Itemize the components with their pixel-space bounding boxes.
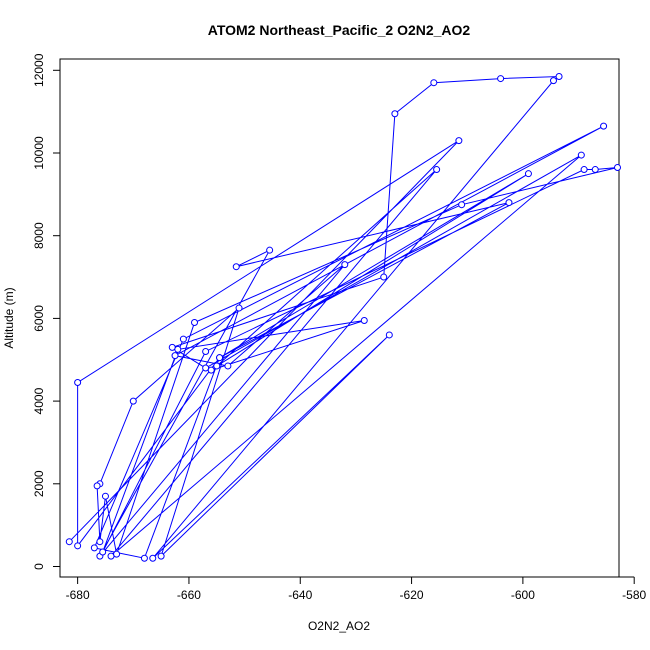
y-tick-label: 0 (32, 563, 46, 570)
data-point (191, 319, 199, 327)
data-point (232, 263, 240, 271)
y-tick-label: 8000 (32, 222, 46, 249)
data-point (380, 273, 388, 281)
x-tick-label: -660 (177, 588, 201, 602)
data-point (216, 354, 224, 362)
data-point (614, 163, 621, 171)
x-tick-label: -620 (400, 588, 424, 602)
data-point (505, 199, 513, 207)
data-point (549, 77, 557, 85)
data-point (93, 482, 101, 490)
data-point (99, 548, 107, 556)
data-point (591, 166, 599, 174)
y-tick-label: 12000 (32, 53, 46, 87)
x-tick-label: -680 (66, 588, 90, 602)
y-tick-label: 6000 (32, 305, 46, 332)
data-point (96, 538, 104, 546)
data-point (74, 542, 82, 550)
data-point (174, 345, 182, 353)
data-point (179, 335, 187, 343)
data-point (149, 554, 157, 562)
y-axis-label: Altitude (m) (2, 287, 16, 348)
x-tick-label: -640 (288, 588, 312, 602)
data-point (202, 347, 210, 355)
data-point (555, 73, 563, 80)
data-point (497, 75, 505, 83)
data-point (577, 151, 585, 159)
data-point (391, 110, 399, 118)
data-point (600, 122, 608, 130)
data-point (207, 366, 215, 374)
data-point (171, 352, 179, 360)
y-tick-label: 4000 (32, 387, 46, 414)
data-point (101, 492, 109, 500)
data-point (385, 331, 393, 339)
series-line (68, 75, 618, 559)
data-point (458, 201, 466, 209)
data-point (341, 261, 349, 269)
x-tick-label: -600 (511, 588, 535, 602)
y-axis: 0 2000 4000 6000 8000 10000 12000 (32, 53, 61, 570)
data-point (74, 378, 82, 386)
data-point (235, 304, 243, 312)
x-axis: -680 -660 -640 -620 -600 -580 (66, 576, 647, 602)
data-point (524, 170, 532, 178)
y-tick-label: 10000 (32, 136, 46, 170)
data-point (266, 246, 274, 254)
data-point (430, 79, 438, 87)
data-point (157, 552, 165, 560)
x-axis-label: O2N2_AO2 (308, 619, 370, 633)
data-point (90, 544, 98, 552)
data-point (213, 362, 221, 370)
chart-title: ATOM2 Northeast_Pacific_2 O2N2_AO2 (208, 22, 471, 38)
data-point (140, 554, 148, 562)
data-point (433, 166, 441, 174)
data-point (129, 397, 137, 405)
data-point (65, 538, 73, 546)
data-point (455, 137, 463, 145)
y-tick-label: 2000 (32, 470, 46, 497)
series-layer (65, 73, 621, 562)
data-point (113, 550, 121, 558)
data-point (580, 166, 588, 174)
data-point (360, 316, 368, 324)
x-tick-label: -580 (622, 588, 646, 602)
data-point (224, 362, 232, 370)
